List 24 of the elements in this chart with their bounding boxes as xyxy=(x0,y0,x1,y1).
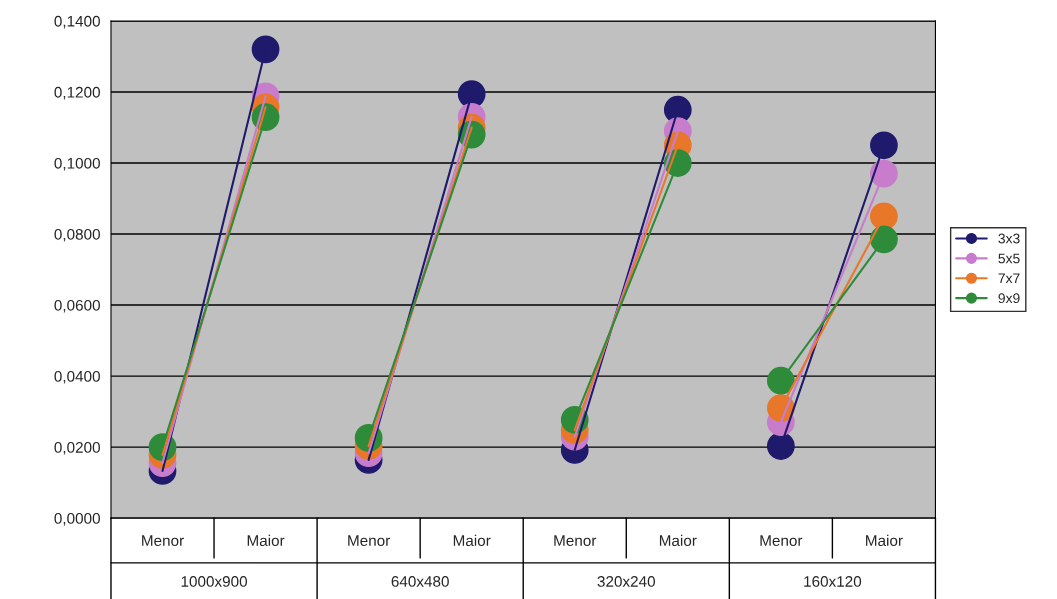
legend-label: 5x5 xyxy=(998,253,1020,264)
x-tick-label: Menor xyxy=(348,535,391,547)
y-tick-label: 0,0200 xyxy=(54,441,100,455)
text: 640x480 xyxy=(391,576,449,587)
text: 320x240 xyxy=(597,576,655,587)
x-tick-label: Menor xyxy=(554,535,597,547)
x-tick-label: Menor xyxy=(142,535,184,547)
y-tick-label: 0,0000 xyxy=(54,513,100,526)
y-tick-label: 0,1200 xyxy=(54,86,100,100)
text: 160x120 xyxy=(804,576,862,587)
legend-label: 9x9 xyxy=(998,293,1020,304)
x-tick-label: Maior xyxy=(453,534,491,547)
legend-label: 7x7 xyxy=(998,273,1020,284)
x-tick-label: Maior xyxy=(247,534,285,547)
x-tick-label: Maior xyxy=(866,534,903,547)
legend-label: 3x3 xyxy=(998,233,1020,244)
x-tick-label: Maior xyxy=(659,534,697,547)
y-tick-label: 0,0600 xyxy=(54,299,100,313)
y-tick-label: 0,0800 xyxy=(54,228,100,242)
y-tick-label: 0,1000 xyxy=(54,157,100,171)
text: 1000x900 xyxy=(181,576,248,587)
y-tick-label: 0,0400 xyxy=(54,370,100,384)
x-tick-label: Menor xyxy=(760,535,803,547)
y-tick-label: 0,1400 xyxy=(54,15,100,29)
